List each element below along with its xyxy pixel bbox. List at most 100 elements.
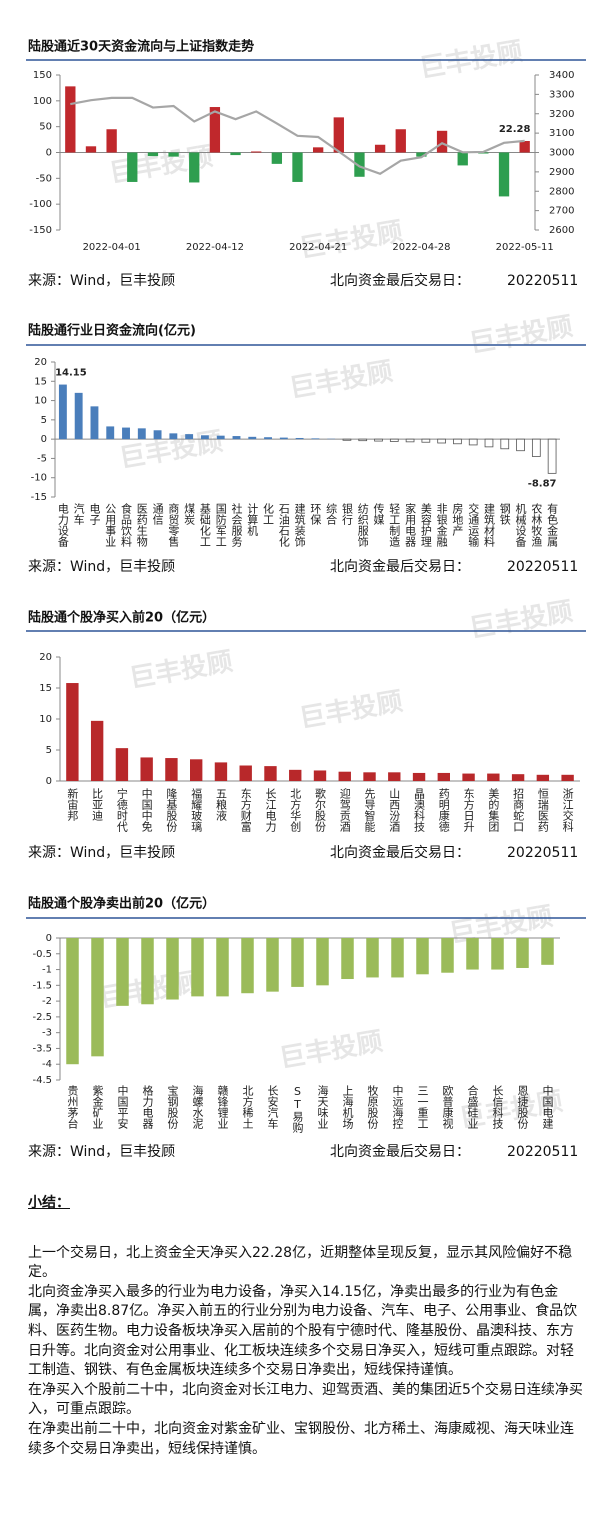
y-tick-label: 100 bbox=[33, 96, 52, 107]
bar bbox=[541, 938, 554, 965]
bar bbox=[106, 426, 115, 440]
bar bbox=[311, 438, 320, 440]
x-tick-label: 中国中免 bbox=[140, 788, 153, 832]
bar bbox=[66, 683, 79, 781]
y-tick-label: 10 bbox=[34, 396, 47, 407]
bar bbox=[264, 437, 272, 440]
y-tick-label: -1 bbox=[42, 965, 52, 976]
x-tick-label: 紫金矿业 bbox=[91, 1085, 104, 1129]
bar bbox=[374, 438, 383, 442]
bar bbox=[230, 152, 241, 156]
x-tick-label: 煤炭 bbox=[183, 503, 196, 526]
bar bbox=[519, 140, 530, 153]
source: 来源：Wind，巨丰投顾 bbox=[28, 1144, 175, 1160]
x-tick-label: 农林牧渔 bbox=[530, 502, 543, 548]
x-tick-label: 歌尔股份 bbox=[314, 787, 327, 833]
bar bbox=[487, 773, 500, 781]
y-tick-label: -2 bbox=[42, 996, 52, 1007]
bar bbox=[561, 774, 574, 781]
x-tick-label: 比亚迪 bbox=[91, 788, 104, 821]
y-tick-label: -15 bbox=[31, 492, 47, 503]
bar bbox=[165, 758, 178, 781]
chart-title: 陆股通个股净买入前20（亿元） bbox=[28, 610, 215, 626]
bar bbox=[232, 436, 241, 440]
x-tick-label: 交通运输 bbox=[467, 502, 480, 548]
summary-paragraph: 在净买入个股前二十中，北向资金对长江电力、迎驾贡酒、美的集团近5个交易日连续净买… bbox=[28, 1381, 583, 1418]
x-tick-label: 药明康德 bbox=[437, 788, 450, 833]
bar bbox=[90, 406, 99, 440]
bar bbox=[531, 438, 541, 457]
y2-tick-label: 3300 bbox=[549, 89, 574, 100]
x-tick-label: 通信 bbox=[151, 503, 164, 526]
x-tick-label: 格力电器 bbox=[141, 1084, 154, 1130]
bar bbox=[65, 86, 76, 153]
bar bbox=[412, 772, 426, 781]
watermark: 巨丰投顾 bbox=[297, 687, 405, 735]
bar bbox=[241, 938, 254, 994]
x-tick-label: 美的集团 bbox=[487, 788, 500, 833]
x-tick-label: 赣锋锂业 bbox=[216, 1084, 229, 1129]
bar bbox=[363, 772, 376, 781]
date-label: 北向资金最后交易日： bbox=[330, 844, 470, 861]
x-tick-label: 恒瑞医药 bbox=[536, 788, 549, 833]
y-tick-label: 10 bbox=[39, 714, 52, 725]
bar bbox=[189, 152, 200, 183]
bar bbox=[416, 938, 429, 975]
source: 来源：Wind，巨丰投顾 bbox=[28, 845, 175, 861]
x-tick-label: 中远海控 bbox=[391, 1085, 404, 1129]
y-tick-label: -0.5 bbox=[32, 949, 52, 960]
bar bbox=[416, 152, 427, 157]
bar bbox=[115, 748, 129, 781]
x-tick-label: 美容护理 bbox=[419, 503, 432, 547]
date: 20220511 bbox=[507, 273, 578, 289]
bar bbox=[116, 938, 129, 1006]
bar bbox=[421, 438, 431, 443]
watermark: 巨丰投顾 bbox=[287, 357, 395, 405]
y-tick-label: 20 bbox=[39, 652, 52, 663]
y-tick-label: 0 bbox=[41, 434, 47, 445]
date: 20220511 bbox=[507, 559, 578, 575]
x-tick-label: 化工 bbox=[262, 502, 275, 525]
x-tick-label: 银行 bbox=[340, 502, 353, 526]
bar bbox=[498, 152, 510, 197]
bar bbox=[122, 427, 130, 440]
bar bbox=[292, 152, 303, 182]
summary-paragraph: 北向资金净买入最多的行业为电力设备，净买入14.15亿，净卖出最多的行业为有色金… bbox=[28, 1283, 578, 1379]
y-tick-label: 0 bbox=[46, 148, 52, 159]
bar bbox=[291, 938, 304, 987]
x-tick-label: 机械设备 bbox=[514, 502, 527, 548]
x-tick-label: 电力设备 bbox=[56, 503, 69, 548]
bar bbox=[264, 766, 277, 781]
bar bbox=[491, 938, 504, 970]
bar bbox=[316, 938, 329, 986]
summary-paragraph: 在净卖出前二十中，北向资金对紫金矿业、宝钢股份、北方稀土、海康威视、海天味业连续… bbox=[28, 1420, 574, 1457]
x-tick-label: 晶澳科技 bbox=[413, 788, 426, 833]
bar bbox=[141, 938, 154, 1005]
x-tick-label: 长江电力 bbox=[264, 788, 277, 832]
x-tick-label: 轻工制造 bbox=[388, 502, 401, 547]
watermark: 巨丰投顾 bbox=[297, 217, 405, 265]
x-tick-label: 公用事业 bbox=[104, 503, 117, 547]
x-tick-label: 山西汾酒 bbox=[388, 788, 401, 833]
x-tick-label: 国防军工 bbox=[214, 503, 227, 547]
bar bbox=[295, 437, 304, 440]
x-tick-label: 恩捷股份 bbox=[516, 1085, 529, 1130]
data-label: 14.15 bbox=[55, 368, 87, 379]
bar bbox=[313, 770, 327, 781]
bar bbox=[169, 433, 178, 440]
y-tick-label: 5 bbox=[46, 745, 52, 756]
index-line bbox=[70, 96, 525, 176]
y2-tick-label: 3000 bbox=[549, 148, 574, 159]
bar bbox=[127, 152, 138, 182]
x-tick-label: 2022-04-21 bbox=[289, 242, 347, 253]
bar bbox=[366, 938, 379, 978]
x-tick-label: 北方华创 bbox=[289, 788, 302, 833]
bar bbox=[266, 938, 279, 992]
x-tick-label: 宝钢股份 bbox=[166, 1084, 179, 1130]
bar bbox=[137, 428, 146, 440]
bar bbox=[536, 774, 550, 781]
bar bbox=[333, 117, 344, 153]
bar bbox=[500, 438, 510, 450]
x-tick-label: 综合 bbox=[325, 502, 338, 525]
